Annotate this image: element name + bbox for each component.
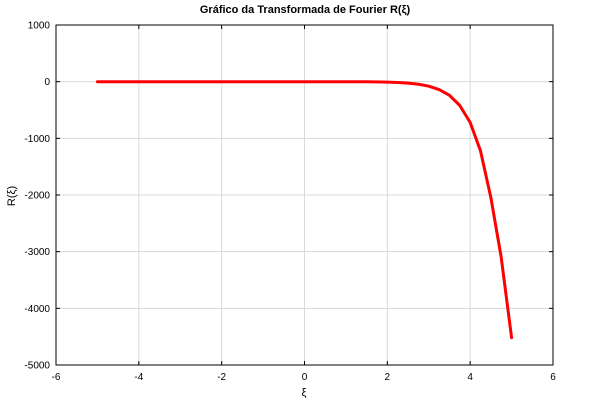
x-tick-label: 2 [385,372,391,383]
y-tick-label: -1000 [24,134,50,145]
x-axis-label: ξ [302,387,307,399]
y-tick-label: -4000 [24,304,50,315]
x-tick-label: 4 [467,372,473,383]
x-tick-label: 0 [302,372,308,383]
axes: -6 -4 -2 0 2 4 6 1000 0 -1000 -2000 -3000 -4000 -5000 [24,21,556,384]
x-tick-label: 6 [550,372,556,383]
series-line [95,80,514,340]
y-tick-label: -3000 [24,247,50,258]
y-tick-label: 0 [44,77,50,88]
x-tick-label: -6 [52,372,61,383]
y-tick-label: -2000 [24,191,50,202]
y-tick-label: 1000 [28,21,51,32]
y-axis-label: R(ξ) [6,186,18,206]
chart-title: Gráfico da Transformada de Fourier R(ξ) [200,4,411,16]
grid [56,25,553,365]
x-tick-label: -4 [134,372,143,383]
series [95,80,514,340]
y-tick-label: -5000 [24,361,50,372]
x-tick-label: -2 [217,372,226,383]
